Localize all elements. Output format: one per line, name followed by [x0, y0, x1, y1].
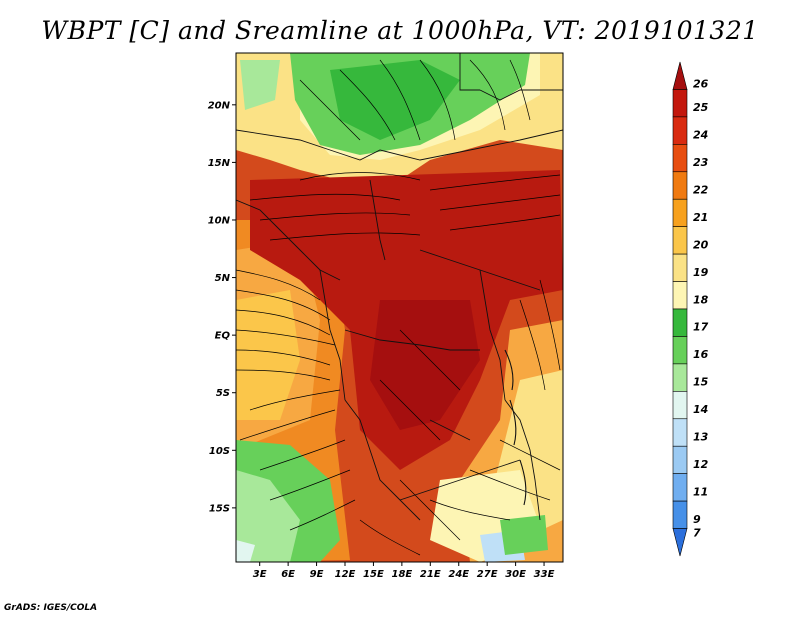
lat-label-eq: EQ: [215, 331, 231, 342]
lat-label-20n: 20N: [208, 100, 231, 111]
colorbar-label-26: 26: [693, 77, 709, 90]
colorbar-label-15: 15: [693, 376, 709, 389]
lon-label-3e: 3E: [253, 569, 267, 580]
colorbar-swatch-25: [672, 89, 688, 118]
colorbar-swatch-13: [672, 418, 688, 447]
region-north-green-dark: [330, 60, 460, 140]
region-north-greenlight: [240, 60, 280, 110]
colorbar-label-11: 11: [693, 485, 708, 498]
lat-label-5s: 5S: [216, 388, 230, 399]
colorbar-swatch-21: [672, 198, 688, 227]
colorbar-swatch-11: [672, 473, 688, 502]
longitude-axis: 3E 6E 9E 12E 15E 18E 21E 24E 27E 30E 33E: [253, 562, 555, 580]
colorbar-label-25: 25: [693, 101, 709, 114]
lon-label-33e: 33E: [534, 569, 555, 580]
colorbar-label-13: 13: [693, 431, 709, 444]
map-title: WBPT [C] and Sreamline at 1000hPa, VT: 2…: [41, 16, 759, 45]
colorbar-label-21: 21: [693, 211, 708, 224]
lon-label-24e: 24E: [448, 569, 469, 580]
colorbar-swatch-12: [672, 445, 688, 474]
region-southwest-green-light: [236, 470, 300, 562]
colorbar-swatch-7: [672, 528, 688, 557]
lat-label-15s: 15S: [209, 503, 230, 514]
colorbar-swatch-15: [672, 363, 688, 392]
colorbar-label-22: 22: [693, 184, 709, 197]
colorbar-label-17: 17: [693, 321, 709, 334]
wbpt-map: [236, 53, 563, 562]
colorbar-swatch-26: [672, 61, 688, 90]
colorbar-swatch-18: [672, 281, 688, 310]
colorbar-swatch-17: [672, 308, 688, 337]
region-southwest-light: [236, 290, 300, 420]
map-frame: [235, 52, 564, 563]
region-southwest-cyan: [236, 540, 255, 562]
colorbar-swatch-14: [672, 391, 688, 420]
colorbar-label-19: 19: [693, 266, 709, 279]
lon-label-15e: 15E: [363, 569, 384, 580]
lon-label-21e: 21E: [420, 569, 441, 580]
lakes: [504, 349, 527, 506]
lat-label-10n: 10N: [208, 215, 231, 226]
country-borders: [236, 53, 563, 521]
colorbar-label-14: 14: [693, 403, 708, 416]
colorbar-label-9: 9: [693, 513, 701, 526]
lon-label-18e: 18E: [391, 569, 412, 580]
lat-label-10s: 10S: [209, 446, 230, 457]
colorbar-label-18: 18: [693, 293, 709, 306]
colorbar-swatch-24: [672, 116, 688, 145]
colorbar-swatch-23: [672, 144, 688, 173]
colorbar-swatch-19: [672, 253, 688, 282]
colorbar-label-24: 24: [693, 129, 708, 142]
latitude-axis: 20N 15N 10N 5N EQ 5S 10S 15S: [208, 100, 236, 514]
colorbar-label-20: 20: [693, 238, 709, 251]
colorbar-label-12: 12: [693, 458, 709, 471]
colorbar-swatch-20: [672, 226, 688, 255]
colorbar-swatch-9: [672, 500, 688, 529]
lon-label-9e: 9E: [310, 569, 324, 580]
colorbar-label-16: 16: [693, 348, 709, 361]
colorbar-swatch-22: [672, 171, 688, 200]
region-southeast-green: [500, 515, 548, 555]
colorbar: 26 25 24 23 22 21 20 19 18 17 16 15 14 13 12 11 97: [672, 61, 709, 557]
lon-label-27e: 27E: [477, 569, 498, 580]
lat-label-5n: 5N: [215, 273, 231, 284]
credit-text: GrADS: IGES/COLA: [4, 603, 98, 613]
lon-label-6e: 6E: [281, 569, 295, 580]
lon-label-12e: 12E: [335, 569, 356, 580]
lat-label-15n: 15N: [208, 158, 231, 169]
colorbar-label-23: 23: [693, 156, 709, 169]
lon-label-30e: 30E: [505, 569, 526, 580]
colorbar-label-7: 7: [693, 527, 701, 540]
streamlines: [236, 59, 561, 556]
colorbar-swatch-16: [672, 336, 688, 365]
